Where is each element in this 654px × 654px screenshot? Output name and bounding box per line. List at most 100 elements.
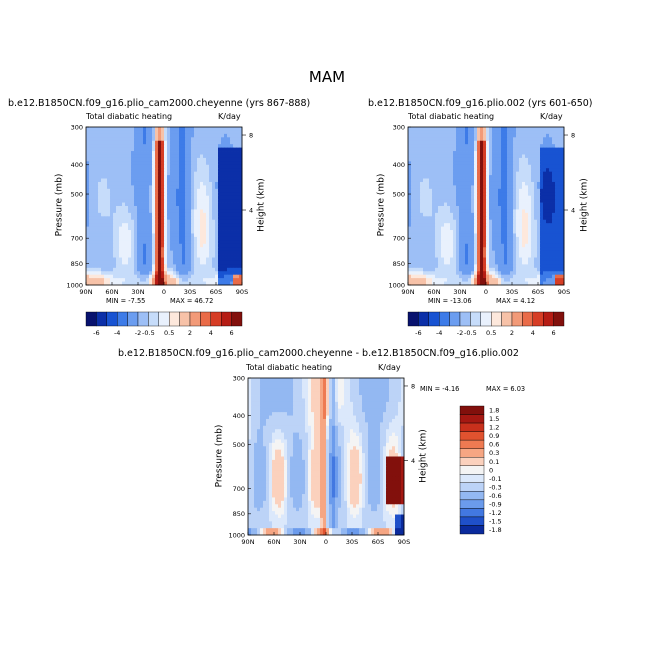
panel1-cell <box>98 147 102 152</box>
panel2-cell <box>447 223 451 227</box>
panel2-cell <box>522 130 526 135</box>
panel1-cell <box>209 178 213 183</box>
panel2-cell <box>468 199 472 203</box>
panel2-cell <box>549 161 553 166</box>
panel1-cell <box>149 130 153 135</box>
panel2-cell <box>474 281 478 286</box>
panel2-cell <box>447 164 451 169</box>
panel3-cell <box>311 378 315 382</box>
panel2-cell <box>429 278 433 282</box>
panel2-cell <box>546 230 550 234</box>
panel2-y-tick-label: 300 <box>393 123 405 131</box>
panel1-cell <box>113 209 117 214</box>
panel2-cell <box>468 127 472 131</box>
panel1-x-tick-label: 90S <box>236 288 248 296</box>
panel2-cell <box>411 199 415 203</box>
panel1-cell <box>158 243 162 248</box>
panel1-cell <box>122 240 126 245</box>
panel1-cell <box>176 192 180 197</box>
panel2-cell <box>501 133 505 138</box>
panel1-cell <box>152 185 156 190</box>
panel2-cell <box>516 264 520 269</box>
panel2-cell <box>447 140 451 145</box>
panel2-cell <box>513 175 517 179</box>
panel2-cell <box>498 219 502 224</box>
panel2-cell <box>417 185 421 190</box>
panel2-cell <box>543 223 547 227</box>
panel1-cell <box>131 175 135 179</box>
panel1-cell <box>209 240 213 245</box>
panel2-cell <box>429 144 433 148</box>
panel1-cell <box>110 212 114 217</box>
panel1-cell <box>152 271 156 276</box>
panel1-cell <box>164 195 168 200</box>
panel1-cell <box>236 278 240 282</box>
panel2-cell <box>546 274 550 279</box>
panel1-cell <box>173 157 177 162</box>
panel2-cell <box>465 171 469 176</box>
panel2-cell <box>540 243 544 248</box>
panel2-cell <box>513 236 517 241</box>
panel2-cell <box>483 260 487 265</box>
panel1-cell <box>125 281 129 286</box>
panel1-cell <box>176 216 180 221</box>
panel1-cell <box>140 271 144 276</box>
panel1-cell <box>125 260 129 265</box>
panel1-cell <box>170 195 174 200</box>
panel1-cell <box>191 171 195 176</box>
panel1-cell <box>209 219 213 224</box>
panel2-cell <box>510 171 514 176</box>
panel2-cell <box>531 181 535 186</box>
panel1-cell <box>140 154 144 159</box>
panel2-y-tick-label: 1000 <box>388 281 405 289</box>
panel1-cell <box>173 133 177 138</box>
panel2-cell <box>465 144 469 148</box>
panel2-cell <box>525 233 529 238</box>
panel2-cell <box>519 140 523 145</box>
panel1-cell <box>182 240 186 245</box>
panel1-cell <box>113 137 117 142</box>
panel2-cell <box>504 171 508 176</box>
panel1-cell <box>113 212 117 217</box>
panel1-cell <box>218 157 222 162</box>
panel1-cell <box>185 157 189 162</box>
panel1-cell <box>125 144 129 148</box>
panel2-cell <box>546 188 550 193</box>
panel1-cell <box>92 164 96 169</box>
panel1-cell <box>149 202 153 207</box>
panel2-cell <box>543 236 547 241</box>
panel1-cell <box>158 164 162 169</box>
panel1-cell <box>107 178 111 183</box>
panel2-cell <box>447 157 451 162</box>
panel2-cell <box>537 144 541 148</box>
panel1-cell <box>125 216 129 221</box>
panel2-cell <box>477 188 481 193</box>
panel2-cell <box>411 267 415 272</box>
panel1-cell <box>110 209 114 214</box>
panel2-cell <box>465 202 469 207</box>
panel2-cell <box>516 267 520 272</box>
panel1-cell <box>128 223 132 227</box>
panel2-cell <box>525 137 529 142</box>
panel2-cell <box>510 168 514 173</box>
panel1-cell <box>89 140 93 145</box>
panel1-cell <box>116 137 120 142</box>
panel1-cell <box>194 243 198 248</box>
panel2-cell <box>558 127 562 131</box>
panel1-cell <box>110 226 114 231</box>
panel2-cell <box>507 281 511 286</box>
panel2-cell <box>516 236 520 241</box>
panel2-cell <box>492 195 496 200</box>
panel2-cell <box>558 157 562 162</box>
panel1-cell <box>101 137 105 142</box>
panel1-cell <box>98 260 102 265</box>
panel1-cell <box>86 257 90 262</box>
panel1-cell <box>107 147 111 152</box>
panel1-cell <box>140 209 144 214</box>
panel2-cell <box>480 130 484 135</box>
panel2-cell <box>495 216 499 221</box>
panel1-cell <box>146 202 150 207</box>
panel1-cell <box>203 154 207 159</box>
panel1-cell <box>182 130 186 135</box>
panel1-cell <box>131 281 135 286</box>
